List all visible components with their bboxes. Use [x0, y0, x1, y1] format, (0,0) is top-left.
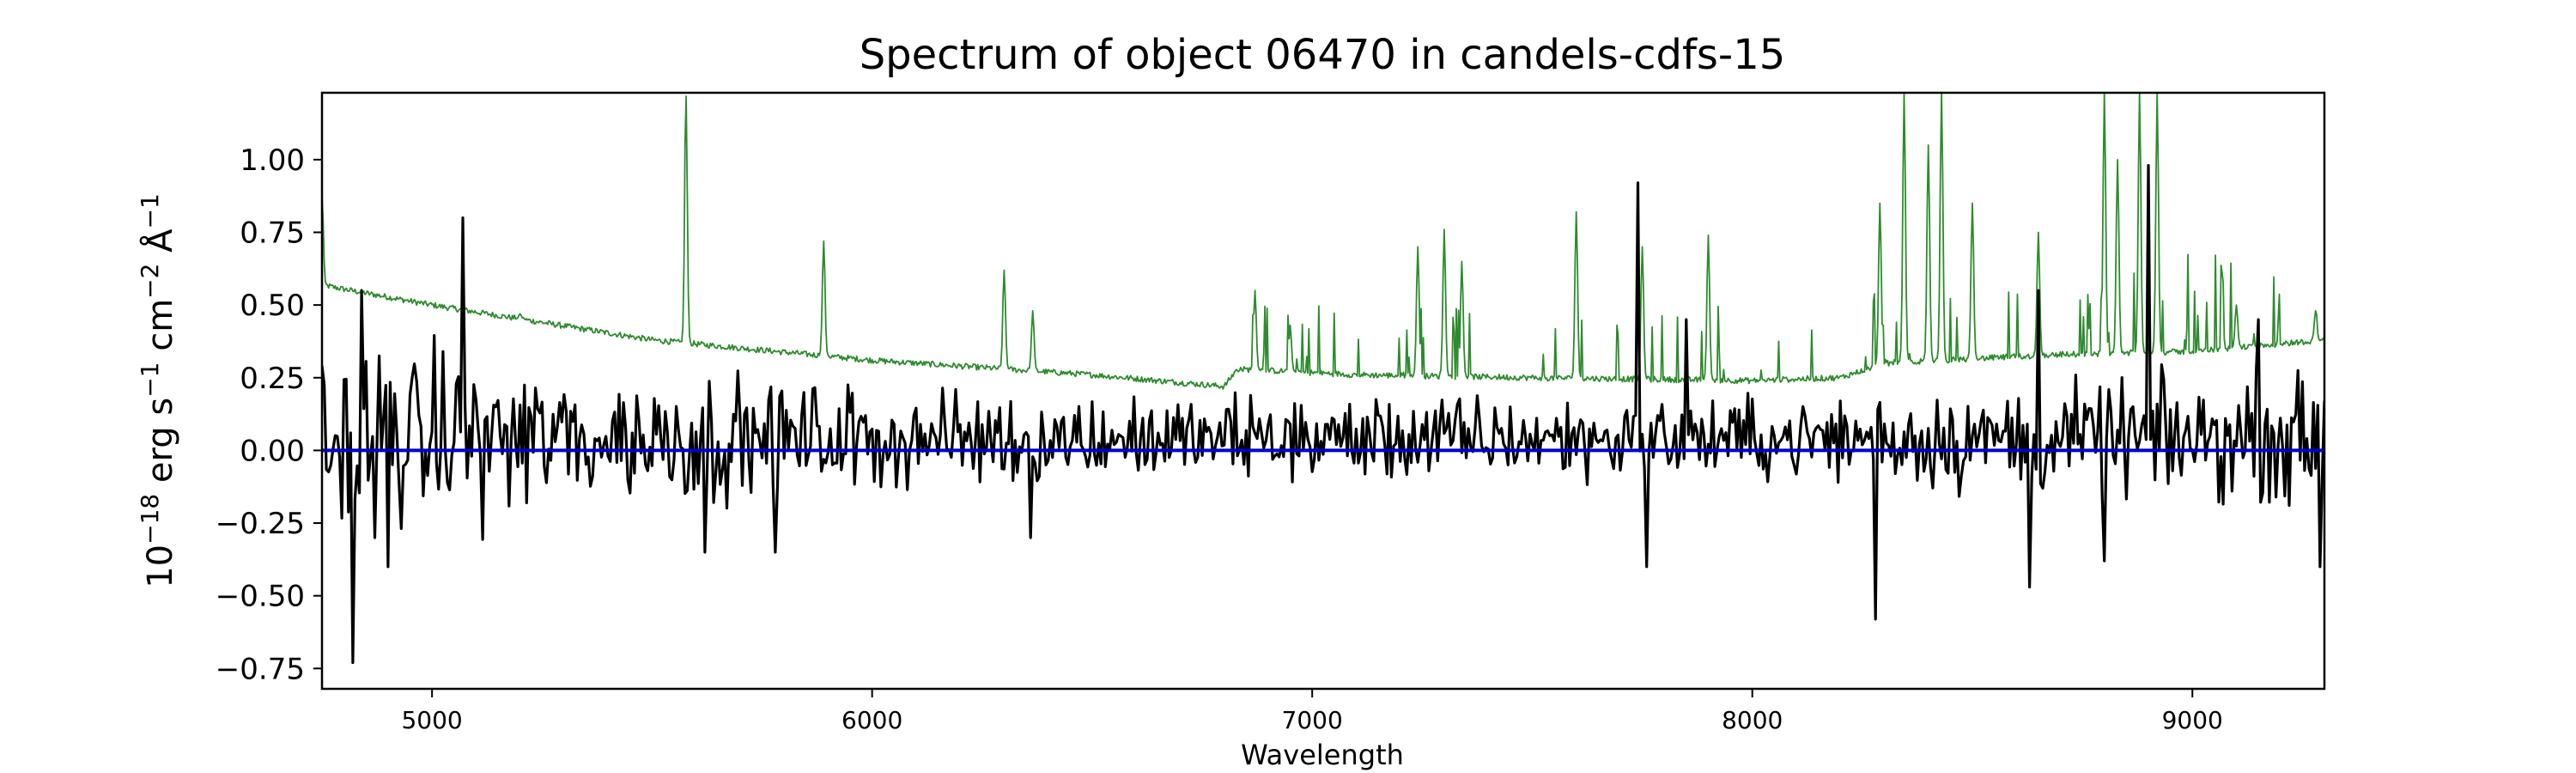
y-label-text3: Å — [139, 228, 180, 264]
y-tick-label: 0.75 — [240, 216, 305, 250]
x-tick-label: 6000 — [841, 706, 902, 734]
y-label-exp3: −1 — [136, 193, 164, 228]
y-tick-label: −0.50 — [216, 580, 305, 614]
plot-area — [322, 93, 2324, 665]
y-tick-label: 0.25 — [240, 362, 305, 396]
y-tick-label: 1.00 — [240, 143, 305, 178]
x-axis-label: Wavelength — [1241, 739, 1404, 771]
y-axis-label: 10−18 erg s−1 cm−2 Å−1 — [136, 193, 181, 588]
y-label-base-exp: −18 — [136, 494, 164, 545]
y-label-base: 10 — [141, 545, 180, 588]
y-label-text2: cm — [141, 299, 180, 362]
y-label-text1: erg s — [141, 398, 180, 494]
x-tick-label: 5000 — [401, 706, 462, 734]
x-axis: 5000 6000 7000 8000 9000 — [401, 689, 2223, 734]
y-label-exp2: −2 — [136, 264, 164, 299]
y-label-exp1: −1 — [136, 362, 164, 398]
series-line-error — [322, 93, 2324, 390]
x-tick-label: 8000 — [1722, 706, 1783, 734]
chart-title: Spectrum of object 06470 in candels-cdfs… — [860, 31, 1786, 79]
y-tick-label: −0.75 — [216, 652, 305, 686]
y-tick-label: 0.00 — [240, 434, 305, 468]
x-tick-label: 7000 — [1282, 706, 1343, 734]
plot-frame — [320, 91, 2326, 691]
y-axis: −0.75 −0.50 −0.25 0.00 0.25 0.50 0.75 1.00 — [216, 143, 322, 686]
series-line-flux — [322, 164, 2324, 665]
y-tick-label: 0.50 — [240, 289, 305, 323]
y-tick-label: −0.25 — [216, 507, 305, 541]
x-tick-label: 9000 — [2162, 706, 2223, 734]
